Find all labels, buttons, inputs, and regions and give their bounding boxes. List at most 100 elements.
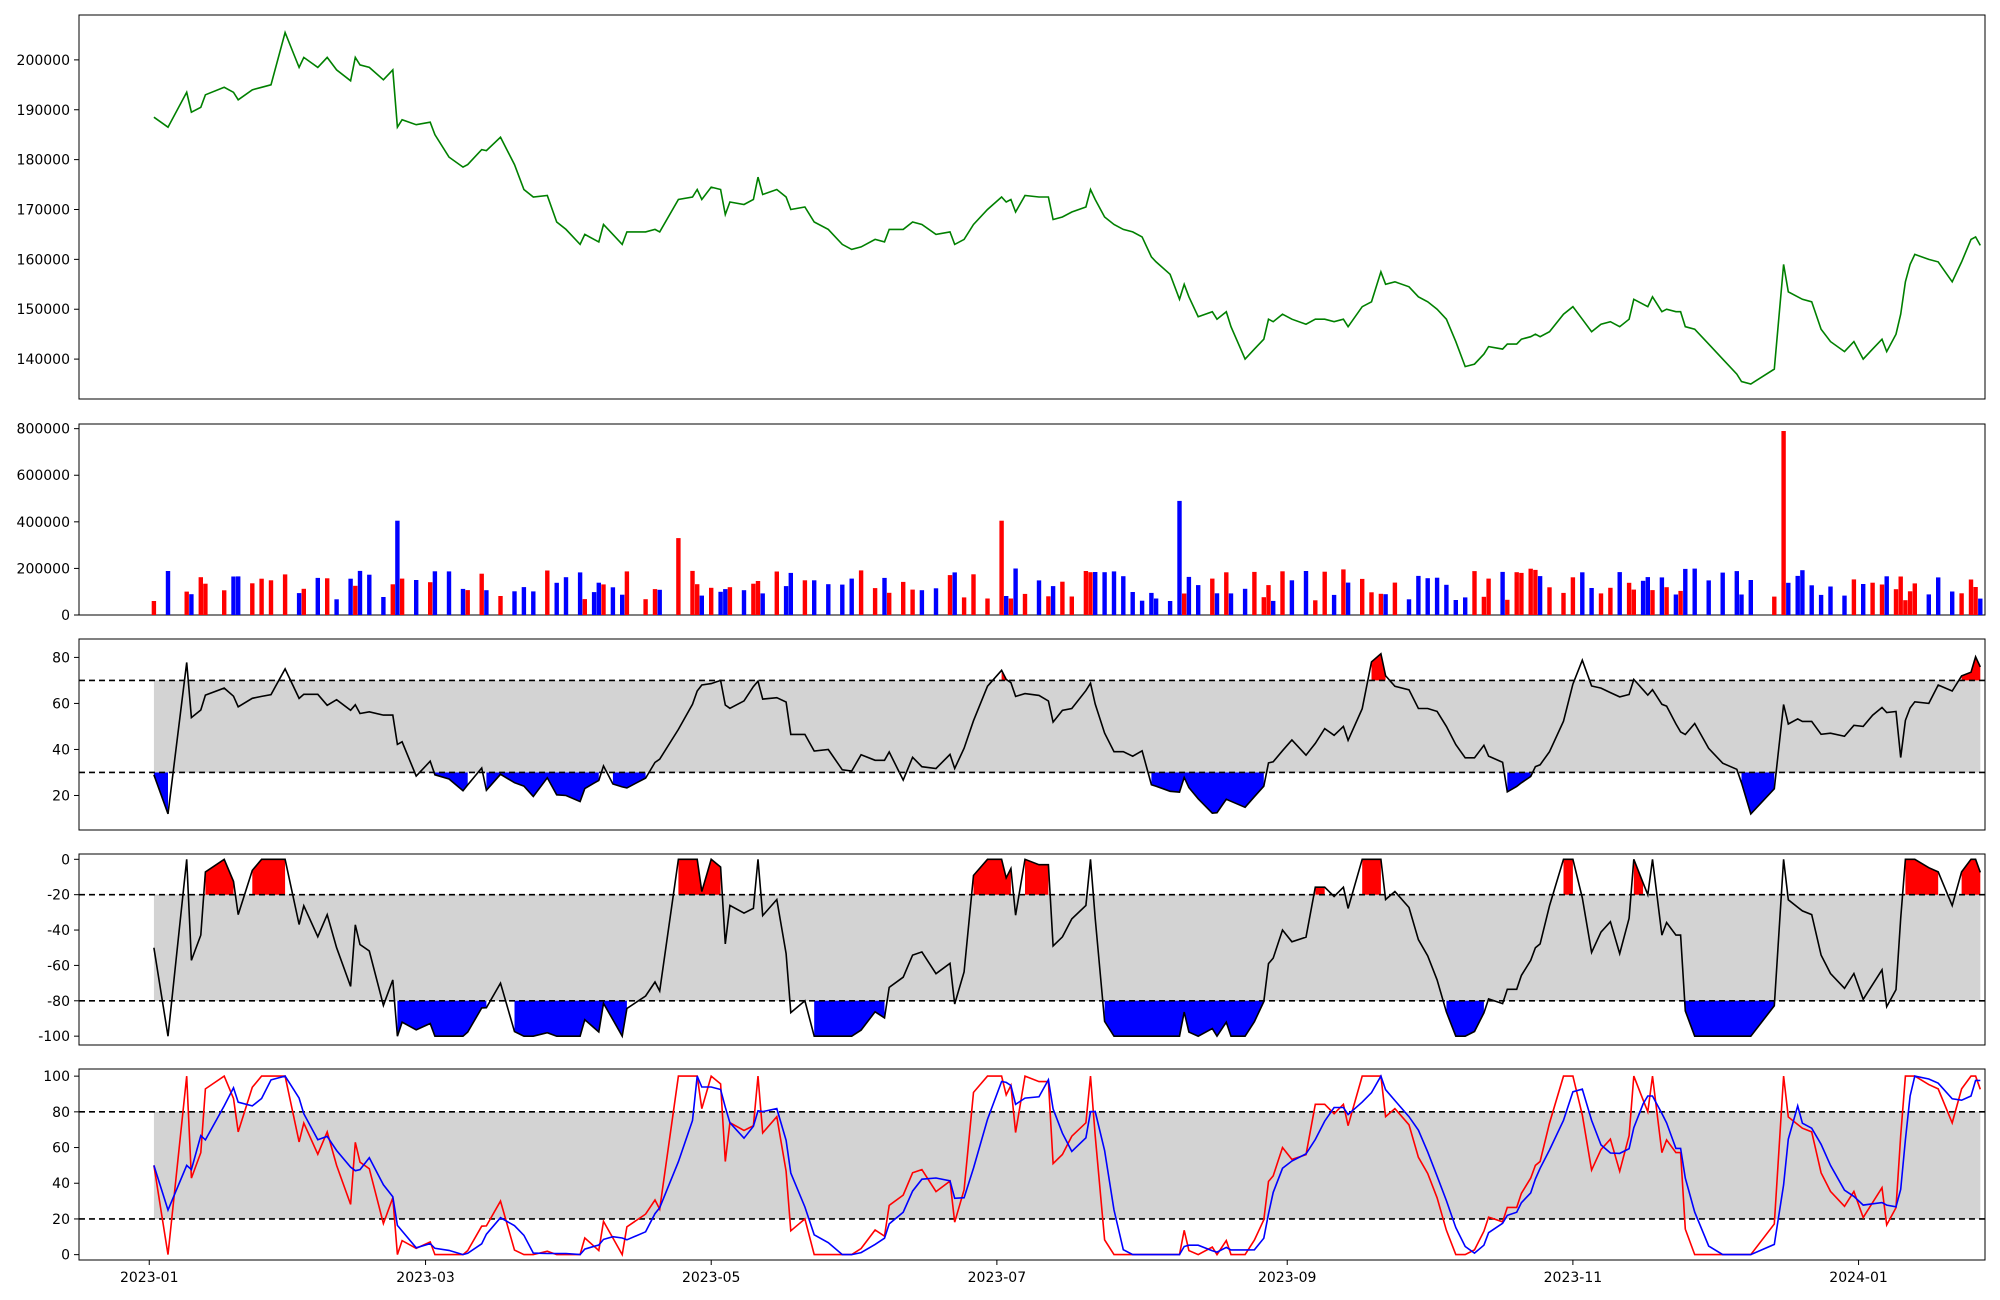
williams-ytick-label: -100 (38, 1029, 70, 1045)
volume-bar (741, 590, 747, 615)
volume-bar (1392, 582, 1398, 615)
stoch-ytick-label: 80 (52, 1105, 70, 1121)
volume-bar (512, 591, 517, 615)
price-ytick-label: 140000 (17, 352, 70, 368)
x-tick-label: 2023-05 (682, 1270, 741, 1286)
volume-bar (901, 581, 906, 615)
volume-bar (1186, 576, 1192, 615)
williams-ytick-label: -60 (47, 958, 70, 974)
stoch-band (153, 1111, 1981, 1219)
volume-bar (1505, 599, 1510, 615)
volume-ytick-label: 800000 (17, 422, 70, 438)
volume-bar (1224, 572, 1229, 615)
volume-bar (1978, 598, 1983, 615)
volume-bar (1444, 584, 1449, 615)
volume-bar (582, 599, 587, 615)
williams-oversold-fill (1685, 1000, 1775, 1037)
rsi-oversold-fill (486, 772, 599, 802)
volume-bar (882, 577, 887, 615)
volume-bar (1537, 576, 1543, 615)
volume-bar (933, 588, 939, 615)
volume-bar (1013, 568, 1018, 615)
williams-overbought-fill (1025, 859, 1049, 895)
volume-bar (1214, 593, 1220, 615)
williams-band (153, 894, 1981, 1001)
volume-bar (554, 582, 559, 615)
williams-overbought-fill (252, 859, 286, 895)
williams-ytick-label: -20 (47, 888, 70, 904)
volume-bar (203, 583, 208, 615)
volume-bar (1706, 580, 1711, 615)
volume-bar (1111, 571, 1117, 615)
volume-bar (755, 581, 761, 615)
volume-bar (268, 580, 274, 615)
volume-bar (1313, 600, 1318, 615)
volume-bar (1139, 600, 1145, 615)
volume-bar (887, 592, 892, 615)
volume-bar (1069, 596, 1074, 615)
volume-bar (348, 578, 353, 615)
volume-bar (652, 589, 658, 615)
volume-bar (189, 594, 194, 615)
volume-bar (1973, 587, 1978, 615)
volume-bar (222, 590, 227, 615)
volume-bar (484, 590, 489, 615)
x-tick-label: 2024-01 (1829, 1270, 1888, 1286)
volume-bar (699, 595, 704, 615)
volume-bar (1786, 582, 1791, 615)
x-tick-label: 2023-01 (120, 1270, 179, 1286)
volume-bar (849, 578, 854, 615)
price-frame (78, 14, 1986, 400)
volume-bar (1781, 431, 1786, 615)
volume-bar (723, 589, 728, 615)
volume-bar (1772, 596, 1777, 615)
volume-bar (1678, 590, 1683, 615)
volume-bar (1514, 572, 1519, 615)
volume-bar (460, 588, 466, 615)
volume-bar (910, 589, 915, 615)
volume-bar (985, 598, 990, 615)
volume-bar (1266, 585, 1271, 615)
volume-bar (1870, 582, 1875, 615)
williams-ytick-label: 0 (61, 852, 70, 868)
volume-bar (1533, 569, 1538, 615)
volume-bar (1271, 600, 1276, 615)
volume-bar (414, 580, 419, 615)
volume-bar (872, 588, 878, 615)
rsi-ytick-label: 40 (52, 742, 70, 758)
volume-bar (1664, 587, 1669, 615)
volume-frame (78, 423, 1986, 616)
volume-bar (788, 572, 793, 615)
rsi-oversold-fill (1151, 772, 1264, 814)
volume-bar (1472, 571, 1477, 615)
rsi-oversold-fill (1507, 772, 1531, 792)
williams-ytick-label: -80 (47, 994, 70, 1010)
williams-overbought-fill (1633, 859, 1644, 895)
x-tick-label: 2023-11 (1544, 1270, 1603, 1286)
volume-bar (296, 593, 302, 615)
volume-bar (1818, 594, 1824, 615)
volume-bar (250, 583, 255, 615)
volume-bar (1406, 599, 1412, 615)
volume-bar (1453, 600, 1458, 615)
volume-bar (1196, 585, 1201, 615)
volume-bar (999, 520, 1004, 615)
volume-bar (1416, 575, 1421, 615)
volume-bar (774, 571, 779, 615)
volume-bar (1851, 579, 1857, 615)
volume-bar (624, 571, 630, 615)
volume-bar (718, 591, 723, 615)
volume-bar (1795, 575, 1800, 615)
stoch-frame (78, 1068, 1986, 1261)
volume-bar (1959, 593, 1964, 615)
volume-bar (357, 570, 363, 615)
volume-bar (1879, 584, 1885, 615)
williams-overbought-fill (1362, 859, 1381, 895)
volume-bar (1242, 588, 1248, 615)
volume-bar (577, 572, 583, 615)
volume-bar (812, 580, 817, 615)
volume-bar (1519, 572, 1524, 615)
volume-bar (446, 571, 452, 615)
rsi-ytick-label: 80 (52, 650, 70, 666)
volume-bar (1907, 591, 1913, 615)
